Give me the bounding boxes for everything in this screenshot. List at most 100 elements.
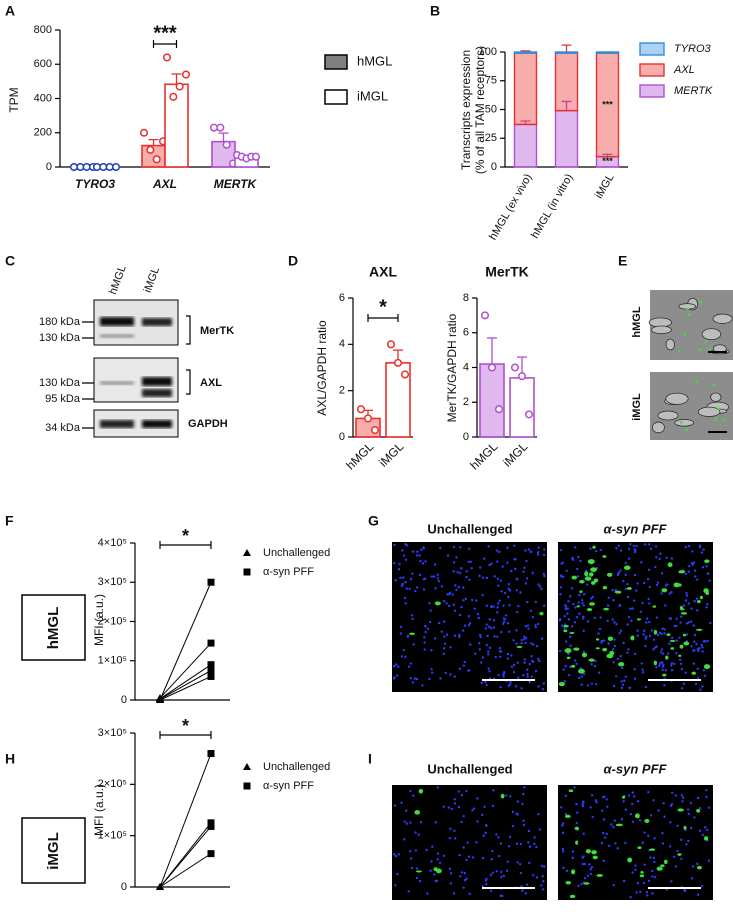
nucleus — [449, 827, 452, 830]
nucleus — [533, 836, 536, 839]
cell-signal — [665, 655, 669, 660]
nucleus — [458, 635, 461, 638]
nucleus — [602, 859, 605, 863]
x-tick-label: TYRO3 — [75, 177, 115, 191]
nucleus — [498, 647, 502, 650]
nucleus — [669, 617, 673, 620]
nucleus — [623, 679, 626, 682]
nucleus — [586, 620, 590, 623]
nucleus — [465, 858, 468, 862]
cell-signal — [584, 571, 589, 577]
nucleus — [666, 652, 670, 655]
nucleus — [578, 676, 581, 680]
nucleus — [504, 614, 508, 617]
nucleus — [496, 611, 499, 614]
nucleus — [506, 657, 510, 660]
nucleus — [463, 624, 467, 627]
nucleus — [430, 649, 433, 652]
nucleus — [627, 547, 631, 551]
nucleus — [634, 864, 637, 867]
nucleus — [622, 879, 626, 883]
nucleus — [423, 641, 426, 644]
nucleus — [452, 892, 456, 895]
nucleus — [525, 577, 529, 580]
nucleus — [580, 675, 584, 678]
nucleus — [406, 635, 410, 638]
cell-signal — [583, 882, 590, 885]
nucleus — [696, 796, 700, 800]
y-tick-label: 0 — [463, 431, 469, 443]
x-tick-label: iMGL — [376, 439, 406, 469]
nucleus — [485, 683, 488, 687]
cell-signal — [669, 639, 676, 642]
nucleus — [581, 601, 584, 605]
nucleus — [619, 629, 623, 632]
y-tick-label: 4×10⁵ — [98, 537, 127, 549]
nucleus — [485, 882, 488, 886]
nucleus — [497, 836, 500, 839]
nucleus — [483, 805, 486, 809]
nucleus — [582, 617, 585, 620]
nucleus — [616, 572, 620, 576]
nucleus — [493, 635, 496, 638]
nucleus — [502, 671, 506, 675]
nucleus — [542, 572, 546, 576]
nucleus — [399, 576, 402, 580]
nucleus — [409, 849, 412, 853]
nucleus — [590, 865, 594, 869]
data-point — [207, 672, 215, 680]
y-axis-label: Transcripts expression — [459, 50, 473, 170]
nucleus — [543, 865, 546, 868]
nucleus — [454, 837, 457, 840]
nucleus — [661, 668, 664, 672]
nucleus — [422, 578, 426, 581]
nucleus — [632, 599, 636, 602]
nucleus — [478, 648, 481, 651]
nucleus — [452, 603, 456, 606]
cell-signal — [603, 607, 610, 611]
nucleus — [578, 593, 581, 597]
nucleus — [562, 866, 565, 870]
band — [100, 381, 134, 385]
cell-signal — [640, 871, 644, 874]
cell-signal — [576, 605, 580, 608]
nucleus — [691, 550, 694, 553]
nucleus — [522, 819, 525, 822]
cell-signal — [573, 647, 580, 651]
nucleus — [641, 671, 645, 674]
nucleus — [582, 629, 585, 632]
nucleus — [605, 832, 608, 836]
nucleus — [648, 634, 652, 638]
nucleus — [663, 632, 666, 635]
nucleus — [576, 575, 580, 578]
nucleus — [534, 625, 537, 629]
nucleus — [448, 867, 452, 870]
cell-signal — [564, 648, 572, 654]
nucleus — [502, 622, 505, 626]
nucleus — [424, 624, 427, 628]
nucleus — [606, 619, 609, 623]
pair-line — [159, 753, 212, 888]
nucleus — [479, 635, 482, 639]
nucleus — [658, 664, 661, 667]
cell-signal — [579, 579, 585, 584]
nucleus — [435, 879, 439, 883]
nucleus — [558, 649, 562, 653]
cell-signal — [639, 874, 645, 878]
cell — [648, 317, 673, 328]
nucleus — [674, 865, 678, 868]
nucleus — [477, 616, 480, 620]
cell-signal — [409, 632, 416, 635]
nucleus — [538, 585, 542, 588]
nucleus — [633, 677, 637, 680]
nucleus — [653, 837, 656, 840]
nucleus — [693, 633, 697, 637]
panel-label: H — [5, 751, 15, 767]
nucleus — [400, 801, 403, 805]
nucleus — [475, 841, 478, 844]
nucleus — [445, 633, 449, 636]
nucleus — [488, 618, 491, 621]
nucleus — [627, 615, 631, 619]
nucleus — [676, 849, 679, 853]
nucleus — [564, 664, 567, 668]
